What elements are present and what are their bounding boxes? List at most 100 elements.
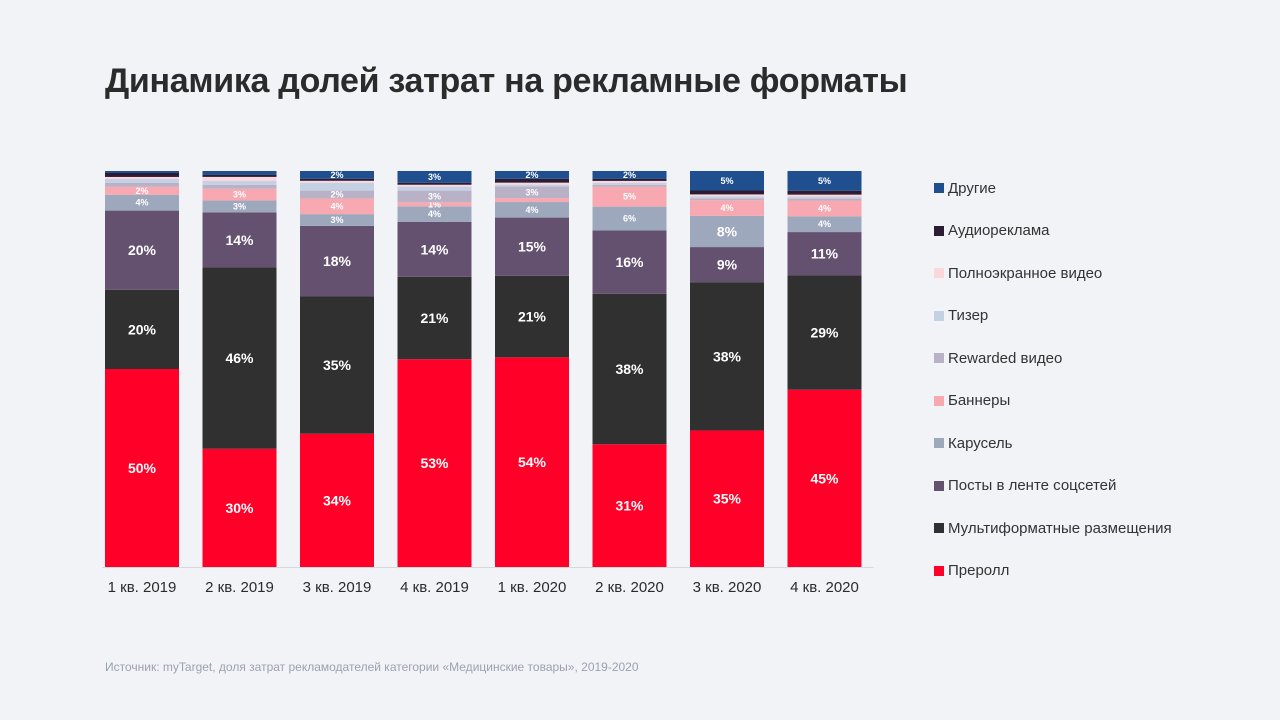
bar-segment <box>690 171 764 191</box>
bar-segment <box>300 178 374 181</box>
bar-segment <box>397 221 472 277</box>
bar-segment <box>690 196 764 199</box>
bar-segment <box>300 214 374 226</box>
legend-label: Тизер <box>948 307 989 324</box>
bar-segment <box>300 182 374 191</box>
bar-segment <box>105 172 179 177</box>
bar-segment <box>202 174 277 177</box>
bar-segment <box>105 178 179 183</box>
legend-swatch <box>934 480 944 491</box>
chart-title: Динамика долей затрат на рекламные форма… <box>105 62 908 100</box>
bar-segment <box>397 182 472 185</box>
bar-segment <box>787 216 862 233</box>
data-label: 14% <box>225 232 254 248</box>
bar-segment <box>202 184 277 189</box>
data-label: 9% <box>717 257 738 273</box>
data-label: 5% <box>623 192 636 202</box>
bar-segment <box>300 171 374 179</box>
data-label: 1% <box>428 199 441 209</box>
bar-segment <box>202 200 277 213</box>
bar-segment <box>495 217 569 276</box>
data-label: 21% <box>420 310 449 326</box>
bar-segment <box>592 182 667 185</box>
legend-label: Мультиформатные размещения <box>948 519 1172 537</box>
bar-segment <box>495 182 569 185</box>
legend-item: Аудиореклама <box>934 219 1254 243</box>
bar-segment <box>495 186 569 199</box>
legend-swatch <box>934 353 944 363</box>
data-label: 45% <box>810 470 839 486</box>
legend-label: Карусель <box>948 434 1013 452</box>
bar-segment <box>592 206 667 231</box>
bar-segment <box>105 182 179 187</box>
x-tick-label: 4 кв. 2019 <box>400 579 469 596</box>
data-label: 18% <box>323 253 352 269</box>
bar-segment <box>787 275 862 390</box>
x-tick-label: 1 кв. 2019 <box>108 579 177 596</box>
data-label: 34% <box>323 492 352 508</box>
data-label: 3% <box>330 215 343 225</box>
bar-segment <box>105 186 179 195</box>
data-label: 35% <box>713 491 742 507</box>
legend-item: Тизер <box>934 304 1254 328</box>
source-note: Источник: myTarget, доля затрат рекламод… <box>105 660 639 674</box>
data-label: 20% <box>128 321 157 337</box>
bar-segment <box>787 232 862 276</box>
legend-swatch <box>934 225 944 236</box>
x-tick-label: 4 кв. 2020 <box>790 579 859 596</box>
bar-segment <box>202 448 277 567</box>
bar-segment <box>300 433 374 567</box>
bar-segment <box>202 188 277 201</box>
data-label: 2% <box>330 190 343 200</box>
data-label: 2% <box>525 170 538 180</box>
bar-segment <box>592 171 667 179</box>
data-label: 2% <box>135 186 148 196</box>
bar-segment <box>787 198 862 201</box>
data-label: 14% <box>420 241 449 257</box>
bar-segment <box>202 171 277 175</box>
bar-segment <box>397 202 472 207</box>
bar-segment <box>105 176 179 179</box>
bar-segment <box>397 171 472 183</box>
bar-segment <box>690 200 764 216</box>
data-label: 3% <box>233 190 246 200</box>
legend-item: Карусель <box>934 431 1254 455</box>
legend-item: Преролл <box>934 559 1254 583</box>
bar-segment <box>690 194 764 197</box>
bar-stack: 34%35%18%3%4%2%2% <box>300 170 374 567</box>
x-tick-label: 3 кв. 2020 <box>693 579 762 596</box>
x-tick-label: 2 кв. 2020 <box>595 579 664 596</box>
bar-segment <box>105 289 179 369</box>
data-label: 30% <box>225 500 254 516</box>
bar-stack: 54% 21% 15% 4% 3% 2% <box>495 170 569 567</box>
bar-segment <box>592 444 667 567</box>
data-label: 53% <box>420 455 449 471</box>
data-label: 5% <box>720 176 733 186</box>
bar-segment <box>787 389 862 567</box>
data-label: 46% <box>225 350 254 366</box>
bar-segment <box>690 247 764 283</box>
bar-stack: 35% 38% 9% 8% 4% 5% <box>690 171 764 567</box>
x-tick-label: 2 кв. 2019 <box>205 579 274 596</box>
legend-item: Посты в ленте соцсетей <box>934 474 1254 498</box>
legend-swatch <box>934 395 944 406</box>
bar-stack: 31% 38% 16% 6% 5% 2% <box>592 170 667 567</box>
legend-item: Баннеры <box>934 389 1254 413</box>
data-label: 5% <box>818 176 831 186</box>
data-label: 20% <box>128 242 157 258</box>
legend-swatch <box>934 523 944 533</box>
bar-stack: 45% 29% 11% 4% 4% 5% <box>787 171 862 567</box>
data-label: 11% <box>811 246 839 262</box>
bar-segment <box>105 171 179 173</box>
data-label: 35% <box>323 357 352 373</box>
legend-label: Посты в ленте соцсетей <box>948 477 1117 494</box>
bar-segment <box>592 184 667 187</box>
bar-segment <box>202 212 277 268</box>
data-label: 4% <box>135 198 148 208</box>
bar-segment <box>787 190 862 195</box>
bar-segment <box>397 190 472 203</box>
bar-segment <box>787 196 862 199</box>
bar-segment <box>300 296 374 434</box>
bar-segment <box>495 184 569 187</box>
